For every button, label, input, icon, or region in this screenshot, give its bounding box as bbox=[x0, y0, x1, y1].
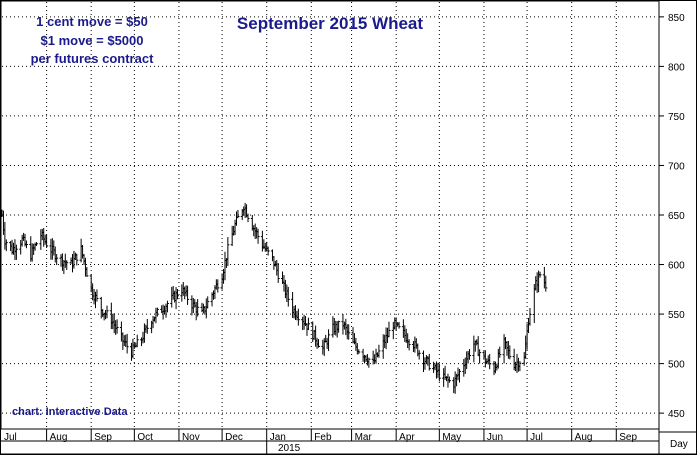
ohlc-bar bbox=[437, 363, 441, 382]
ohlc-bar bbox=[4, 239, 8, 252]
ohlc-bar bbox=[135, 334, 139, 348]
x-tick-label: Mar bbox=[355, 432, 373, 443]
ohlc-bar bbox=[196, 298, 200, 317]
x-tick-label: Aug bbox=[575, 432, 593, 443]
ohlc-bar bbox=[105, 305, 109, 319]
ohlc-bar bbox=[417, 350, 421, 360]
x-tick-label: Dec bbox=[225, 432, 243, 443]
ohlc-bar bbox=[447, 376, 451, 383]
ohlc-bar bbox=[407, 339, 411, 351]
x-tick-label: Jan bbox=[270, 432, 286, 443]
ohlc-bar bbox=[155, 307, 159, 317]
ohlc-bar bbox=[276, 263, 280, 283]
ohlc-bar bbox=[457, 368, 461, 383]
ohlc-bar bbox=[347, 324, 351, 340]
ohlc-bar bbox=[65, 260, 69, 270]
ohlc-bar bbox=[55, 254, 59, 266]
ohlc-bar bbox=[387, 321, 391, 338]
x-tick-label: Jul bbox=[530, 432, 543, 443]
ohlc-bar bbox=[24, 240, 28, 249]
x-tick-label: Sep bbox=[94, 432, 112, 443]
y-tick-label: 750 bbox=[668, 112, 685, 123]
ohlc-bar bbox=[145, 318, 149, 334]
period-label: Day bbox=[670, 439, 688, 450]
ohlc-bar bbox=[528, 308, 532, 326]
ohlc-bar bbox=[397, 322, 401, 329]
ohlc-bar bbox=[488, 353, 492, 370]
ohlc-bar bbox=[538, 271, 542, 278]
note-dollar-move: $1 move = $5000 bbox=[41, 33, 144, 48]
y-tick-label: 850 bbox=[668, 13, 685, 24]
ohlc-bar bbox=[316, 339, 320, 348]
x-tick-label: Oct bbox=[137, 432, 153, 443]
ohlc-bar bbox=[226, 237, 230, 267]
ohlc-bar bbox=[327, 329, 331, 352]
ohlc-bar bbox=[306, 317, 310, 331]
ohlc-bar bbox=[544, 275, 548, 292]
ohlc-bar bbox=[125, 333, 129, 354]
ohlc-bar bbox=[206, 296, 210, 309]
gridlines bbox=[2, 2, 658, 428]
time-axis: Jul Aug Sep Oct Nov Dec Jan Feb Mar Apr May Jun Jul A… bbox=[4, 429, 638, 454]
x-tick-label: Sep bbox=[619, 432, 637, 443]
ohlc-bar bbox=[508, 345, 512, 360]
ohlc-bar bbox=[427, 353, 431, 371]
ohlc-bar bbox=[468, 349, 472, 360]
ohlc-bar bbox=[367, 357, 371, 368]
ohlc-bar bbox=[115, 319, 119, 334]
x-tick-label: Jun bbox=[487, 432, 503, 443]
ohlc-bar bbox=[216, 279, 220, 293]
x-tick-label: Jul bbox=[4, 432, 17, 443]
ohlc-bar bbox=[518, 361, 522, 372]
x-tick-label: Nov bbox=[182, 432, 200, 443]
y-tick-label: 600 bbox=[668, 261, 685, 272]
price-axis: 450 500 550 600 650 700 750 800 850 bbox=[659, 13, 685, 420]
ohlc-bar bbox=[478, 349, 482, 364]
ohlc-bar bbox=[186, 285, 190, 305]
ohlc-bar bbox=[45, 234, 49, 248]
ohlc-bar bbox=[498, 346, 502, 358]
y-tick-label: 500 bbox=[668, 360, 685, 371]
ohlc-bar bbox=[286, 286, 290, 307]
x-tick-label: May bbox=[442, 432, 461, 443]
ohlc-bar bbox=[296, 308, 300, 326]
price-bars bbox=[0, 202, 548, 394]
chart-title: September 2015 Wheat bbox=[237, 14, 423, 33]
ohlc-bar bbox=[176, 288, 180, 300]
x-tick-label: Apr bbox=[399, 432, 415, 443]
note-per-contract: per futures contract bbox=[31, 51, 154, 66]
note-cent-move: 1 cent move = $50 bbox=[36, 14, 148, 29]
ohlc-bar bbox=[35, 242, 39, 246]
ohlc-bar bbox=[357, 349, 361, 355]
x-tick-label: Feb bbox=[314, 432, 332, 443]
ohlc-bar bbox=[377, 344, 381, 358]
ohlc-bar bbox=[75, 253, 79, 266]
x-tick-label: Aug bbox=[50, 432, 68, 443]
ohlc-bar bbox=[256, 228, 260, 244]
ohlc-bar bbox=[236, 209, 240, 219]
chart-credit: chart: Interactive Data bbox=[12, 406, 128, 418]
y-tick-label: 800 bbox=[668, 62, 685, 73]
ohlc-bar bbox=[85, 267, 89, 277]
y-tick-label: 550 bbox=[668, 310, 685, 321]
ohlc-bar bbox=[246, 213, 250, 223]
y-tick-label: 650 bbox=[668, 211, 685, 222]
ohlc-bar bbox=[266, 246, 270, 256]
y-tick-label: 700 bbox=[668, 161, 685, 172]
year-label: 2015 bbox=[278, 443, 301, 454]
ohlc-bar bbox=[165, 300, 169, 313]
ohlc-bar bbox=[337, 320, 341, 333]
ohlc-bar bbox=[95, 289, 99, 302]
y-tick-label: 450 bbox=[668, 409, 685, 420]
ohlc-bar bbox=[14, 244, 18, 260]
